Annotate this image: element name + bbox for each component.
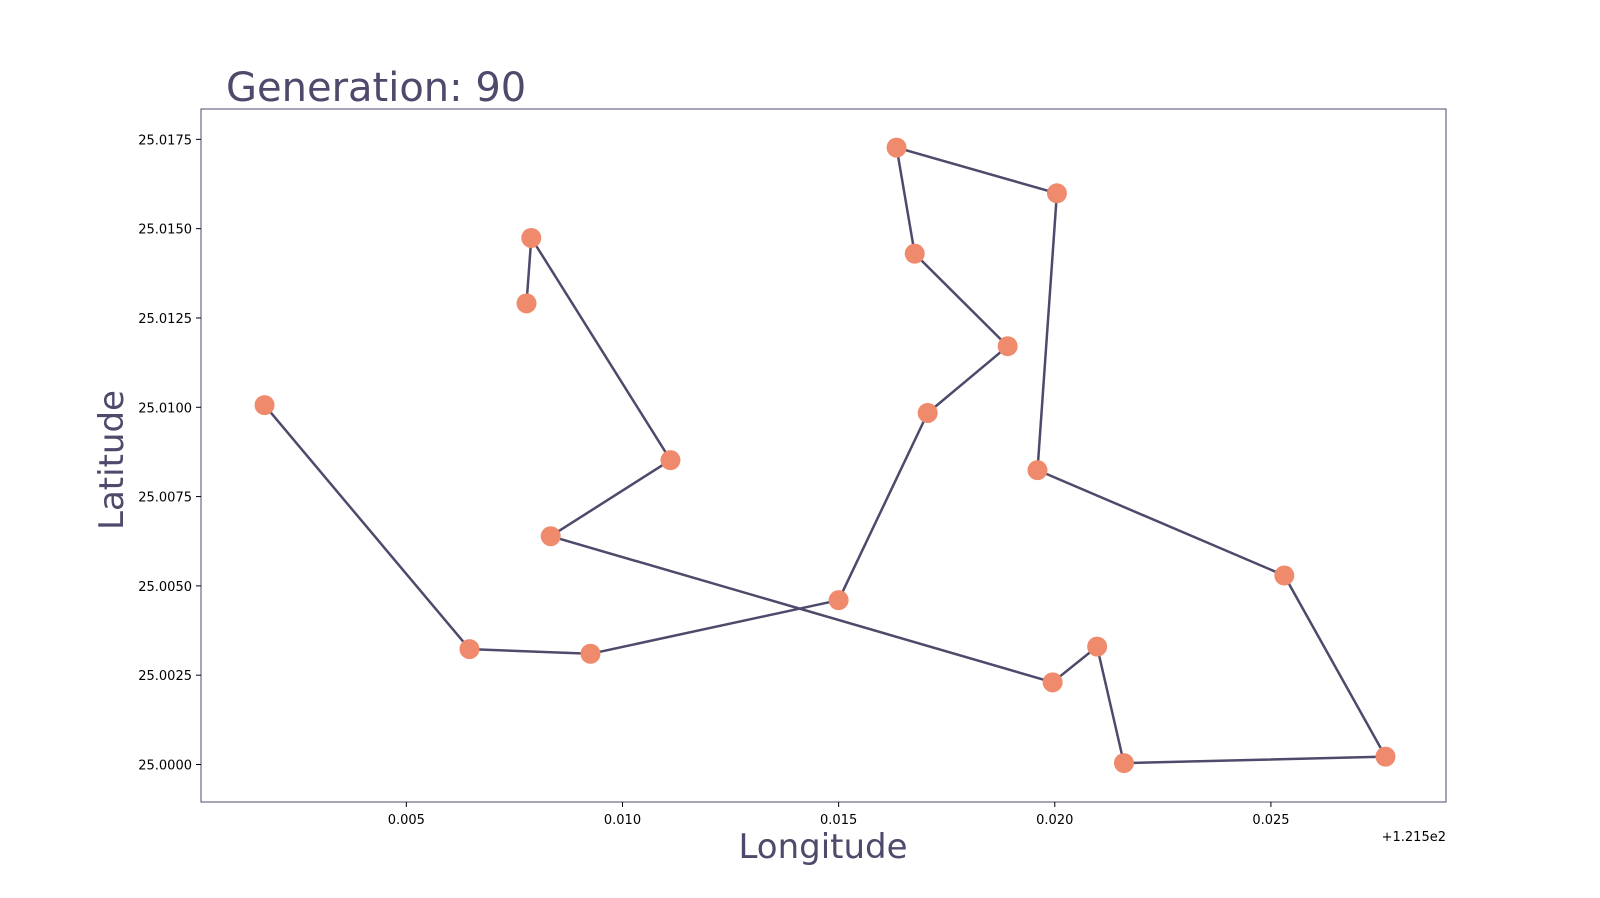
y-axis-title: Latitude — [92, 390, 132, 530]
x-tick-label: 0.010 — [604, 813, 641, 828]
city-point — [1375, 746, 1396, 767]
city-point — [580, 643, 601, 664]
y-tick-label: 25.0050 — [138, 580, 192, 595]
city-point — [459, 639, 480, 660]
plot-frame — [200, 108, 1447, 803]
x-tick-label: 0.015 — [820, 813, 857, 828]
x-tick-label: 0.025 — [1252, 813, 1289, 828]
city-point — [521, 227, 542, 248]
city-point — [1042, 672, 1063, 693]
y-tick-label: 25.0150 — [138, 223, 192, 238]
city-point — [904, 243, 925, 264]
city-point — [828, 590, 849, 611]
city-point — [886, 137, 907, 158]
chart-title: Generation: 90 — [226, 65, 526, 111]
city-point — [1113, 753, 1134, 774]
city-point — [1046, 183, 1067, 204]
city-point — [1274, 565, 1295, 586]
city-point — [1027, 460, 1048, 481]
y-tick-label: 25.0025 — [138, 669, 192, 684]
y-tick-label: 25.0000 — [138, 758, 192, 773]
y-tick-label: 25.0175 — [138, 133, 192, 148]
city-point — [540, 526, 561, 547]
city-point — [1087, 636, 1108, 657]
y-axis-ticks: 25.0000 25.0025 25.0050 25.0075 25.0100 25.01… — [138, 133, 201, 773]
city-point — [660, 450, 681, 471]
city-point — [254, 395, 275, 416]
x-tick-label: 0.005 — [388, 813, 425, 828]
route-line — [263, 146, 1387, 765]
city-point — [997, 336, 1018, 357]
y-tick-label: 25.0075 — [138, 491, 192, 506]
x-axis-ticks: 0.005 0.010 0.015 0.020 0.025 — [388, 802, 1290, 828]
city-point — [516, 293, 537, 314]
y-tick-label: 25.0125 — [138, 312, 192, 327]
x-tick-label: 0.020 — [1036, 813, 1073, 828]
city-point — [917, 402, 938, 423]
city-markers — [254, 137, 1396, 774]
y-tick-label: 25.0100 — [138, 401, 192, 416]
x-axis-offset-label: +1.215e2 — [1382, 830, 1446, 845]
x-axis-title: Longitude — [738, 827, 907, 867]
